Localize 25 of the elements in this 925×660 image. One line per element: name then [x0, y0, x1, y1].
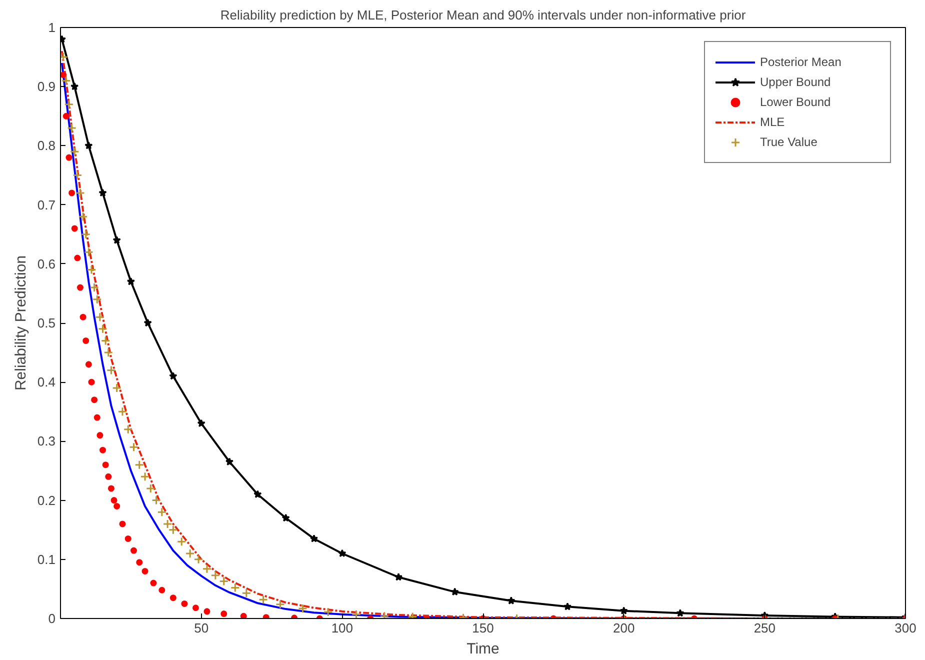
y-tick-label: 0.9 — [37, 79, 56, 94]
y-tick-label: 0.4 — [37, 374, 56, 390]
x-tick-label: 50 — [194, 620, 209, 636]
y-tick-label: 1 — [48, 20, 56, 35]
y-tick-label: 0.8 — [37, 138, 56, 154]
y-axis-title: Reliability Prediction — [12, 255, 30, 391]
y-tick-label: 0.3 — [37, 434, 56, 449]
x-tick-label: 300 — [894, 620, 916, 636]
legend-label: MLE — [760, 115, 786, 129]
x-axis-title: Time — [466, 640, 500, 658]
y-tick-label: 0.2 — [37, 492, 56, 508]
legend-label: Lower Bound — [760, 95, 832, 109]
y-tick-label: 0.6 — [37, 256, 56, 272]
legend-label: Posterior Mean — [760, 55, 842, 69]
y-tick-label: 0.7 — [37, 197, 56, 212]
legend-label: True Value — [760, 135, 818, 149]
x-tick-label: 200 — [612, 620, 635, 636]
y-tick-label: 0.1 — [37, 552, 56, 567]
x-tick-label: 150 — [472, 620, 494, 636]
y-tick-label: 0 — [48, 611, 56, 626]
y-tick-label: 0.5 — [37, 316, 56, 330]
x-tick-label: 250 — [754, 620, 776, 636]
x-tick-label: 100 — [331, 620, 354, 636]
chart-title: Reliability prediction by MLE, Posterior Mean and 90% intervals under non-informative prior — [220, 8, 746, 22]
legend-label: Upper Bound — [760, 75, 832, 89]
